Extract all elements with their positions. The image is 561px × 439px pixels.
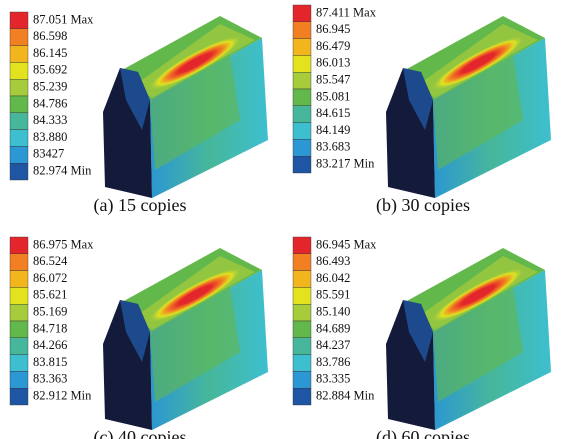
legend-label: 84.718 — [33, 321, 67, 335]
legend-swatch — [293, 287, 311, 304]
legend-label: 86.042 — [316, 271, 350, 285]
legend-swatch — [293, 5, 311, 22]
legend-label: 85.591 — [316, 288, 350, 302]
legend-swatch — [10, 146, 28, 163]
caption: (b) 30 copies — [376, 195, 470, 216]
legend-label: 85.621 — [33, 288, 67, 302]
legend-swatch — [10, 130, 28, 147]
legend-label: 83.815 — [33, 355, 67, 369]
legend-label: 86.945 Max — [316, 237, 377, 251]
legend-label: 83427 — [33, 147, 64, 161]
legend-swatch — [293, 72, 311, 89]
legend-swatch — [293, 139, 311, 156]
legend-swatch — [10, 388, 28, 405]
legend-label: 84.786 — [33, 96, 67, 110]
legend-label: 86.524 — [33, 254, 68, 268]
legend-swatch — [10, 371, 28, 388]
legend-swatch — [10, 163, 28, 180]
legend-swatch — [10, 113, 28, 130]
legend-label: 85.140 — [316, 304, 350, 318]
legend-label: 82.912 Min — [33, 388, 92, 402]
legend-swatch — [10, 12, 28, 29]
panel: 87.051 Max 86.598 86.145 85.692 85.239 84.786… — [10, 12, 268, 216]
legend-swatch — [10, 321, 28, 338]
legend-label: 87.051 Max — [33, 12, 94, 26]
legend-label: 85.081 — [316, 89, 350, 103]
legend-label: 84.689 — [316, 321, 350, 335]
legend-label: 84.333 — [33, 113, 67, 127]
legend-label: 84.266 — [33, 338, 67, 352]
legend-label: 86.493 — [316, 254, 350, 268]
legend-swatch — [10, 96, 28, 113]
legend-swatch — [293, 321, 311, 338]
legend-swatch — [293, 237, 311, 254]
legend-label: 84.149 — [316, 123, 350, 137]
legend-swatch — [293, 371, 311, 388]
legend-swatch — [10, 287, 28, 304]
legend-swatch — [10, 46, 28, 63]
legend-label: 83.880 — [33, 130, 67, 144]
legend-label: 86.072 — [33, 271, 67, 285]
legend-swatch — [10, 304, 28, 321]
model-render — [386, 248, 551, 430]
legend-swatch — [10, 237, 28, 254]
legend-swatch — [10, 29, 28, 46]
legend-swatch — [10, 338, 28, 355]
legend-label: 82.974 Min — [33, 163, 92, 177]
legend-swatch — [10, 79, 28, 96]
legend-label: 85.239 — [33, 79, 67, 93]
legend-label: 83.217 Min — [316, 156, 375, 170]
legend-label: 86.945 — [316, 22, 350, 36]
legend-label: 85.692 — [33, 63, 67, 77]
legend-label: 83.786 — [316, 355, 350, 369]
legend-swatch — [293, 254, 311, 271]
panel: 87.411 Max 86.945 86.479 86.013 85.547 85.081… — [293, 5, 551, 216]
legend-swatch — [293, 22, 311, 39]
legend-swatch — [293, 39, 311, 56]
legend-swatch — [293, 123, 311, 140]
legend-swatch — [293, 156, 311, 173]
legend-label: 87.411 Max — [316, 5, 377, 19]
legend-swatch — [293, 106, 311, 123]
legend-swatch — [293, 55, 311, 72]
legend-swatch — [293, 271, 311, 288]
legend-label: 84.615 — [316, 106, 350, 120]
legend-label: 85.169 — [33, 304, 67, 318]
legend-label: 86.975 Max — [33, 237, 94, 251]
legend-label: 84.237 — [316, 338, 350, 352]
legend-swatch — [10, 254, 28, 271]
caption: (d) 60 copies — [376, 427, 470, 439]
model-render — [386, 16, 551, 198]
panel: 86.975 Max 86.524 86.072 85.621 85.169 84.718… — [10, 237, 268, 439]
legend-swatch — [10, 62, 28, 79]
panel: 86.945 Max 86.493 86.042 85.591 85.140 84.689… — [293, 237, 551, 439]
legend-swatch — [293, 388, 311, 405]
legend-label: 86.479 — [316, 39, 350, 53]
legend-label: 83.335 — [316, 372, 350, 386]
legend-label: 86.145 — [33, 46, 67, 60]
model-render — [103, 16, 268, 198]
legend-label: 83.363 — [33, 372, 67, 386]
caption: (a) 15 copies — [94, 195, 187, 216]
legend-label: 86.598 — [33, 29, 67, 43]
caption: (c) 40 copies — [94, 427, 187, 439]
legend-swatch — [293, 338, 311, 355]
legend-label: 85.547 — [316, 72, 350, 86]
legend-swatch — [10, 271, 28, 288]
legend-swatch — [293, 355, 311, 372]
legend-swatch — [293, 304, 311, 321]
figure: 87.051 Max 86.598 86.145 85.692 85.239 84.786… — [0, 0, 561, 439]
legend-swatch — [10, 355, 28, 372]
model-render — [103, 248, 268, 430]
legend-label: 82.884 Min — [316, 388, 375, 402]
legend-swatch — [293, 89, 311, 106]
legend-label: 86.013 — [316, 56, 350, 70]
legend-label: 83.683 — [316, 140, 350, 154]
